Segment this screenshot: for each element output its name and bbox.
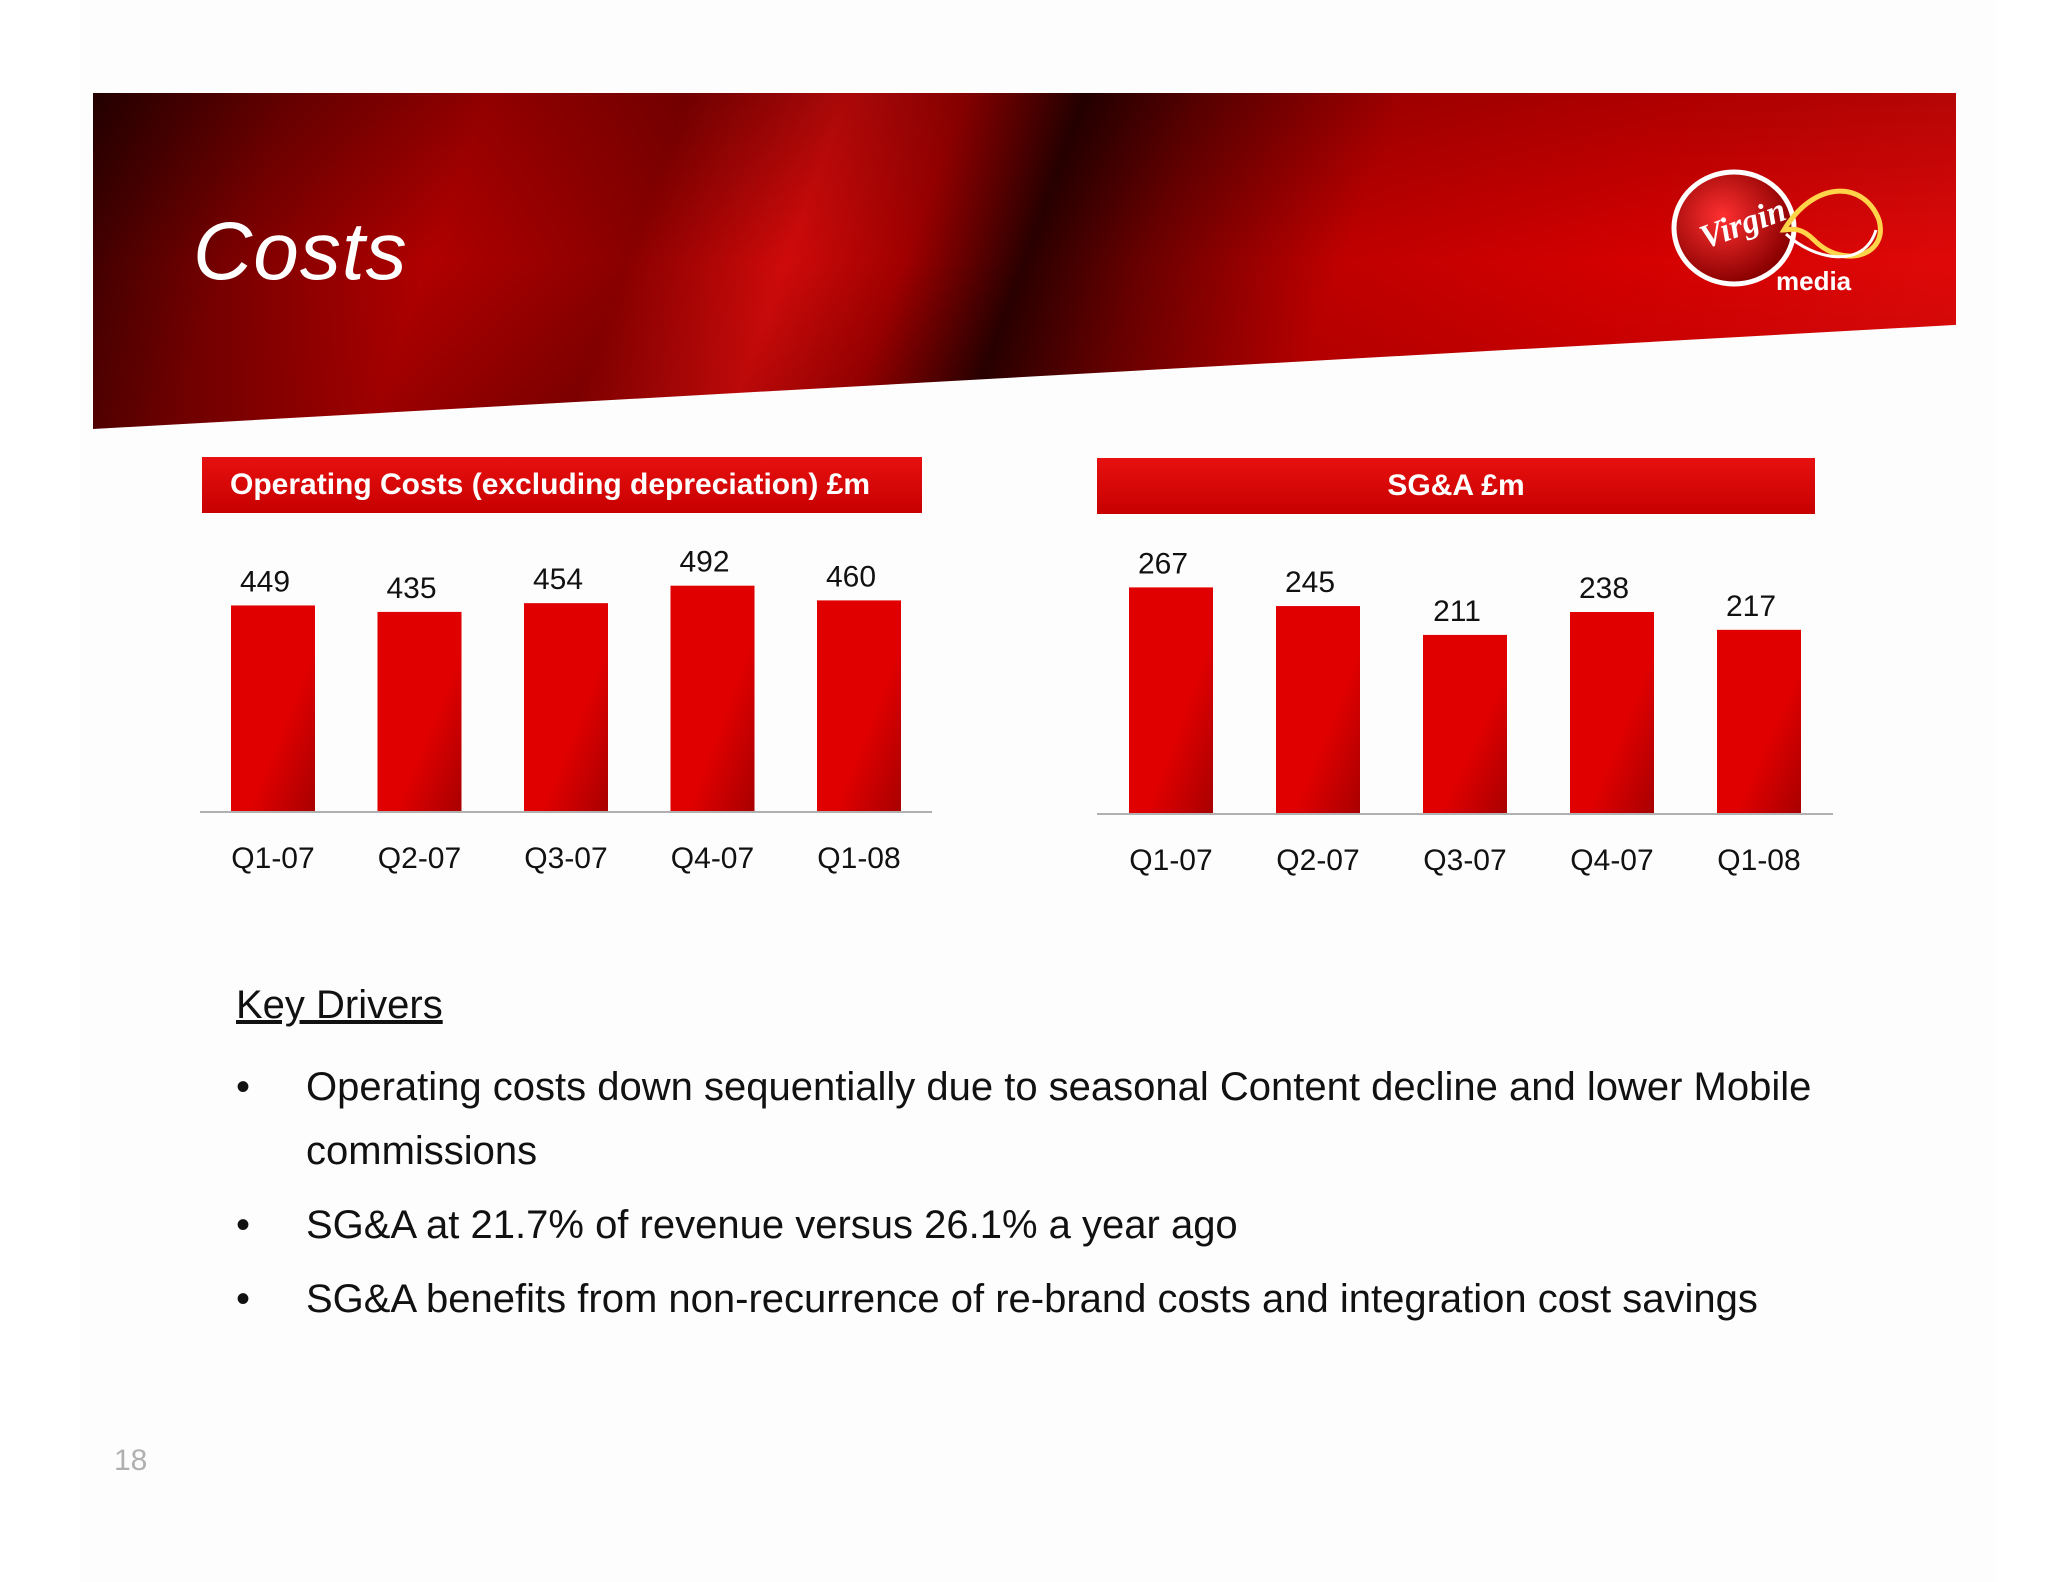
bar-q1-08 — [817, 600, 901, 812]
x-tick-label: Q3-07 — [524, 842, 607, 875]
bar-q3-07 — [524, 603, 608, 812]
bar-q2-07 — [1276, 606, 1360, 814]
data-label: 460 — [826, 560, 876, 593]
x-tick-label: Q1-07 — [1129, 844, 1212, 877]
x-tick-label: Q4-07 — [1570, 844, 1653, 877]
sga-bar-chart: 267 Q1-07 245 Q2-07 211 Q3-07 238 Q4-07 217 Q1-08 — [1097, 547, 1833, 877]
key-drivers-list: • Operating costs down sequentially due … — [236, 1055, 1886, 1341]
bar-q1-07 — [231, 605, 315, 812]
operating-costs-chart-title: Operating Costs (excluding depreciation)… — [202, 457, 922, 513]
data-label: 211 — [1433, 595, 1481, 628]
key-driver-item: • SG&A at 21.7% of revenue versus 26.1% … — [236, 1193, 1886, 1257]
key-driver-item: • Operating costs down sequentially due … — [236, 1055, 1886, 1183]
x-tick-label: Q1-08 — [1717, 844, 1800, 877]
sga-chart-title: SG&A £m — [1097, 458, 1815, 514]
bullet-icon: • — [236, 1277, 251, 1321]
virgin-media-logo: Virgin media — [1671, 169, 1883, 296]
bar-q1-07 — [1129, 587, 1213, 814]
logo-sub-text: media — [1776, 266, 1852, 296]
bullet-icon: • — [236, 1203, 251, 1247]
data-label: 267 — [1138, 547, 1188, 580]
bar-q4-07 — [1570, 612, 1654, 814]
data-label: 492 — [679, 546, 729, 579]
data-label: 454 — [533, 563, 583, 596]
page-title: Costs — [193, 206, 408, 297]
operating-costs-bar-chart: 449 Q1-07 435 Q2-07 454 Q3-07 492 Q4-07 460 Q1-08 — [200, 546, 932, 875]
key-driver-item: • SG&A benefits from non-recurrence of r… — [236, 1267, 1886, 1331]
x-tick-label: Q2-07 — [378, 842, 461, 875]
x-tick-label: Q1-08 — [817, 842, 900, 875]
x-tick-label: Q2-07 — [1276, 844, 1359, 877]
bar-q4-07 — [670, 585, 755, 812]
data-label: 217 — [1726, 590, 1776, 623]
x-tick-label: Q4-07 — [671, 842, 754, 875]
key-driver-text: SG&A benefits from non-recurrence of re-… — [306, 1277, 1758, 1321]
x-tick-label: Q3-07 — [1423, 844, 1506, 877]
bar-q3-07 — [1423, 634, 1507, 814]
key-driver-text: Operating costs down sequentially due to… — [306, 1065, 1812, 1173]
key-driver-text: SG&A at 21.7% of revenue versus 26.1% a … — [306, 1203, 1238, 1247]
data-label: 245 — [1285, 566, 1335, 599]
data-label: 238 — [1579, 572, 1629, 605]
bar-q2-07 — [377, 611, 462, 812]
key-drivers-heading: Key Drivers — [236, 983, 443, 1027]
data-label: 449 — [240, 565, 290, 598]
x-tick-label: Q1-07 — [231, 842, 314, 875]
bullet-icon: • — [236, 1065, 251, 1109]
page-number: 18 — [114, 1444, 148, 1477]
data-label: 435 — [386, 572, 436, 605]
bar-q1-08 — [1717, 629, 1801, 814]
